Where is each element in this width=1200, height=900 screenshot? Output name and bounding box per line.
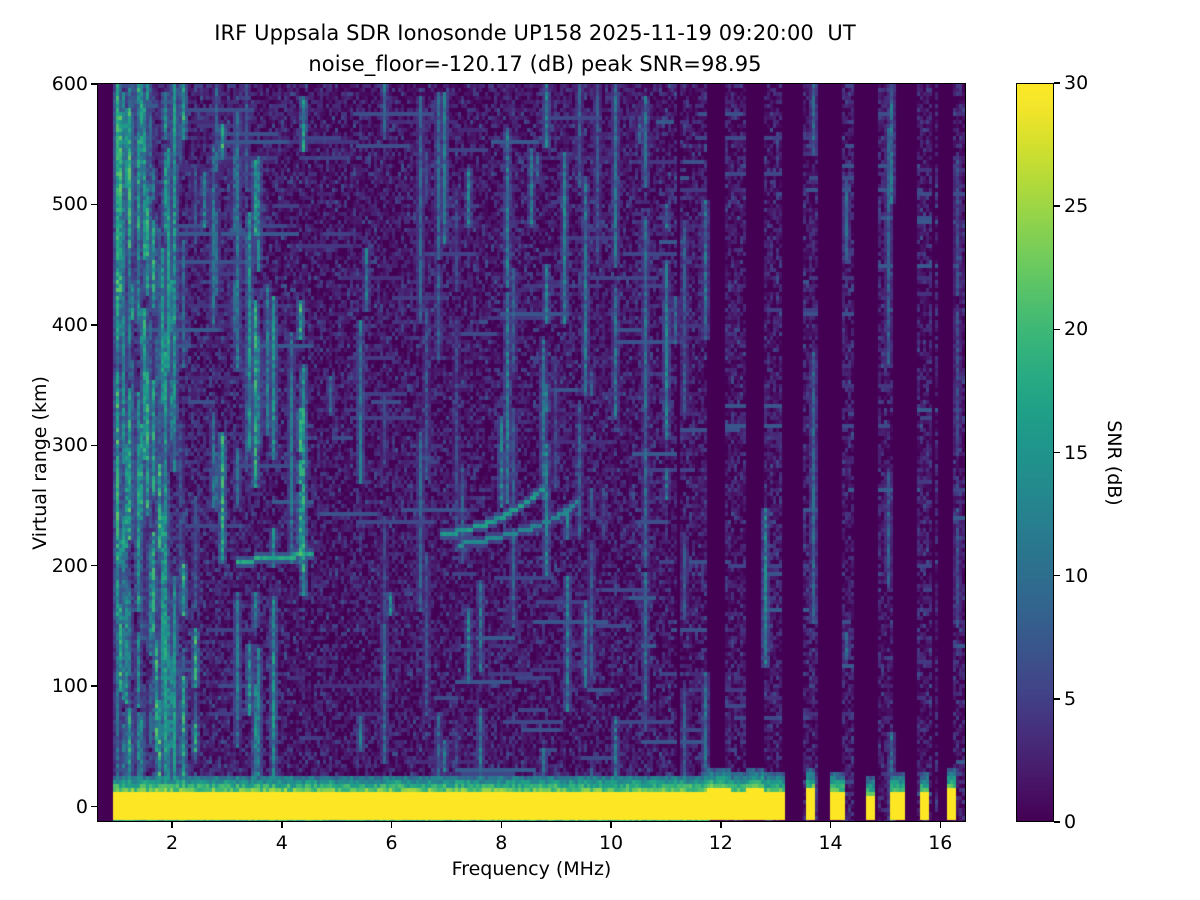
x-tick-label: 12: [708, 832, 733, 854]
x-tick-mark: [720, 822, 722, 828]
x-tick-label: 6: [385, 832, 398, 854]
x-tick-label: 16: [928, 832, 953, 854]
y-tick-mark: [91, 83, 97, 85]
y-tick-mark: [91, 324, 97, 326]
x-tick-label: 10: [598, 832, 624, 854]
y-tick-mark: [91, 444, 97, 446]
colorbar-tick-label: 0: [1064, 811, 1077, 833]
colorbar-tick-mark: [1054, 205, 1060, 207]
ionogram-plot-area: [97, 83, 966, 822]
x-tick-mark: [939, 822, 941, 828]
ionogram-heatmap: [98, 84, 965, 821]
colorbar-label: SNR (dB): [1103, 420, 1125, 506]
colorbar-tick-mark: [1054, 574, 1060, 577]
colorbar-tick-mark: [1054, 328, 1060, 331]
colorbar-tick-label: 5: [1064, 687, 1077, 710]
x-tick-mark: [281, 822, 283, 828]
colorbar-tick-label: 10: [1064, 564, 1089, 587]
figure-title-line-1: IRF Uppsala SDR Ionosonde UP158 2025-11-…: [214, 21, 856, 45]
colorbar-tick-label: 25: [1064, 195, 1089, 218]
y-tick-mark: [91, 685, 97, 687]
x-tick-label: 2: [166, 832, 179, 854]
x-tick-label: 8: [495, 832, 508, 854]
figure-title-line-2: noise_floor=-120.17 (dB) peak SNR=98.95: [308, 52, 762, 76]
colorbar-tick-mark: [1054, 821, 1060, 823]
colorbar-gradient: [1017, 84, 1053, 821]
colorbar-tick-label: 20: [1064, 318, 1089, 341]
colorbar-tick-mark: [1054, 698, 1060, 700]
y-tick-label: 0: [75, 795, 88, 818]
y-tick-label: 300: [51, 434, 88, 457]
x-tick-mark: [171, 822, 173, 828]
colorbar-tick-label: 15: [1064, 441, 1089, 464]
colorbar-tick-mark: [1054, 82, 1060, 84]
x-tick-mark: [610, 822, 612, 828]
x-tick-label: 4: [275, 832, 288, 854]
y-axis-label: Virtual range (km): [29, 376, 51, 550]
y-tick-label: 100: [51, 675, 88, 698]
y-tick-mark: [91, 203, 97, 206]
colorbar-tick-label: 30: [1064, 72, 1089, 94]
x-tick-mark: [390, 822, 393, 828]
x-tick-mark: [829, 822, 832, 828]
y-tick-label: 500: [51, 193, 88, 216]
y-tick-label: 200: [51, 554, 88, 577]
x-tick-mark: [500, 822, 502, 828]
y-tick-label: 400: [51, 313, 88, 336]
x-axis-label: Frequency (MHz): [451, 858, 612, 880]
colorbar: [1016, 83, 1054, 822]
colorbar-tick-mark: [1054, 451, 1060, 454]
y-tick-mark: [91, 805, 97, 808]
x-tick-label: 14: [818, 832, 843, 854]
y-tick-mark: [91, 564, 97, 567]
y-tick-label: 600: [51, 73, 88, 95]
